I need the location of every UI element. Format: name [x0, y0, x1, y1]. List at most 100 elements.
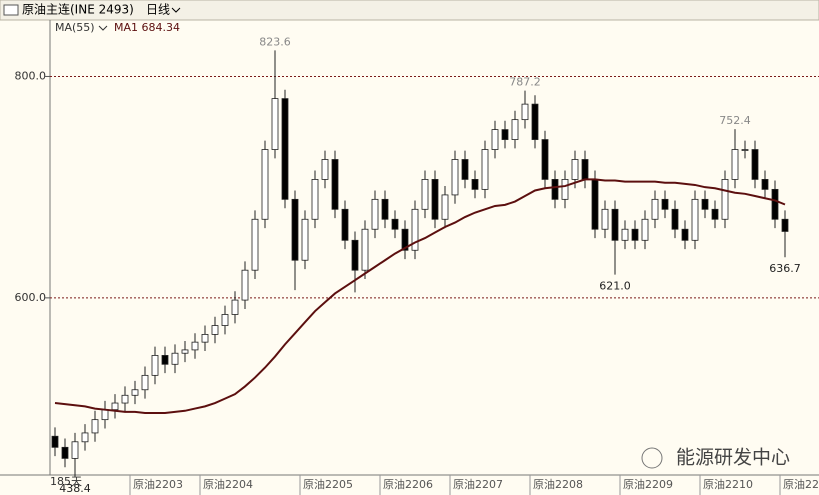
- candle-body: [611, 208, 619, 241]
- candle-body: [751, 149, 759, 180]
- candle-body: [461, 159, 469, 180]
- candle-body: [361, 228, 369, 271]
- candle-body: [691, 198, 699, 241]
- candle-body: [541, 139, 549, 180]
- candle-body: [721, 179, 729, 220]
- candle-body: [241, 269, 249, 301]
- watermark: 能源研发中心: [676, 447, 790, 469]
- candle-body: [401, 228, 409, 251]
- extreme-label: 636.7: [769, 262, 801, 275]
- x-tick-label: 原油2208: [533, 477, 583, 491]
- y-tick-label: 800.0: [15, 69, 47, 82]
- candle-body: [131, 389, 139, 396]
- legend-ma[interactable]: MA(55): [55, 21, 95, 34]
- candle-body: [741, 149, 749, 151]
- candle-body: [621, 228, 629, 241]
- candle-body: [731, 149, 739, 180]
- x-tick-label: 原油2205: [303, 477, 353, 491]
- candle-body: [471, 179, 479, 190]
- candle-body: [651, 198, 659, 220]
- candle-body: [191, 341, 199, 351]
- candle-body: [411, 208, 419, 251]
- x-tick-label: 原油2206: [383, 477, 433, 491]
- candle-body: [251, 218, 259, 271]
- extreme-label: 752.4: [719, 114, 751, 127]
- candle-body: [371, 198, 379, 230]
- extreme-label: 621.0: [599, 280, 631, 293]
- candle-body: [551, 179, 559, 200]
- candle-body: [641, 218, 649, 241]
- candle-body: [201, 334, 209, 343]
- ma-line: [54, 178, 786, 415]
- candle-body: [301, 218, 309, 261]
- candle-body: [231, 299, 239, 315]
- candle-body: [101, 409, 109, 421]
- candle-body: [181, 349, 189, 354]
- candle-body: [311, 179, 319, 220]
- candle-body: [521, 103, 529, 121]
- x-tick-label: 原油2209: [623, 477, 673, 491]
- extreme-label: 438.4: [59, 482, 91, 495]
- candle-body: [151, 355, 159, 376]
- candle-body: [671, 208, 679, 230]
- candle-body: [561, 179, 569, 200]
- candle-body: [781, 218, 789, 232]
- watermark-icon: [641, 447, 663, 469]
- candle-body: [331, 159, 339, 210]
- legend-arrow[interactable]: [98, 25, 108, 31]
- candle-body: [491, 129, 499, 150]
- candle-body: [381, 198, 389, 220]
- title: 原油主连(INE 2493): [22, 2, 134, 17]
- candle-body: [341, 208, 349, 241]
- candle-body: [171, 352, 179, 365]
- candle-body: [531, 103, 539, 140]
- candle-body: [111, 402, 119, 411]
- candle-body: [661, 198, 669, 210]
- candle-body: [141, 374, 149, 391]
- candle-body: [271, 98, 279, 150]
- candle-body: [441, 194, 449, 220]
- candle-body: [601, 208, 609, 230]
- candle-body: [211, 325, 219, 335]
- candle-body: [701, 198, 709, 210]
- extreme-label: 787.2: [509, 76, 541, 89]
- candle-body: [291, 198, 299, 261]
- y-tick-label: 600.0: [15, 291, 47, 304]
- candle-body: [51, 435, 59, 448]
- candle-body: [481, 149, 489, 190]
- candle-body: [391, 218, 399, 230]
- span-label: 185天: [50, 475, 82, 488]
- candle-body: [761, 179, 769, 190]
- candle-body: [71, 441, 79, 459]
- candle-body: [431, 179, 439, 220]
- x-tick-label: 原油2203: [133, 477, 183, 491]
- period[interactable]: 日线: [146, 3, 170, 17]
- candle-body: [711, 208, 719, 220]
- candle-body: [351, 239, 359, 271]
- candle-body: [771, 188, 779, 220]
- candle-body: [91, 419, 99, 434]
- candle-body: [631, 228, 639, 241]
- candle-body: [221, 314, 229, 326]
- x-tick-label: 原油2204: [203, 477, 253, 491]
- ma-readout: MA1 684.34: [114, 21, 180, 34]
- candle-body: [121, 394, 129, 404]
- extreme-label: 823.6: [259, 35, 291, 48]
- candle-body: [281, 98, 289, 200]
- candle-body: [61, 446, 69, 459]
- candle-body: [591, 179, 599, 230]
- candle-body: [681, 228, 689, 241]
- header-bar: [0, 0, 819, 21]
- candle-body: [511, 119, 519, 140]
- candle-body: [261, 149, 269, 220]
- candle-body: [321, 159, 329, 180]
- candle-body: [571, 159, 579, 180]
- candle-body: [161, 355, 169, 365]
- candle-body: [451, 159, 459, 196]
- dropdown-arrow[interactable]: [171, 7, 181, 13]
- menu-icon[interactable]: [3, 4, 19, 16]
- x-tick-label: 原油2211: [783, 477, 819, 491]
- candle-body: [421, 179, 429, 210]
